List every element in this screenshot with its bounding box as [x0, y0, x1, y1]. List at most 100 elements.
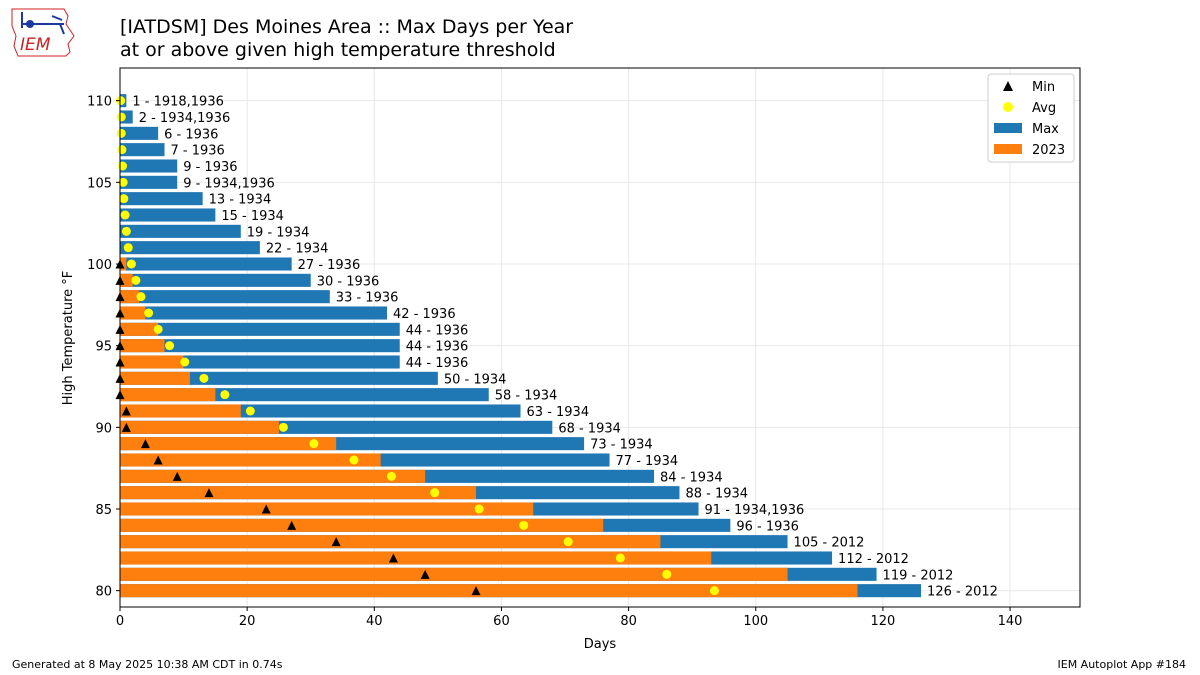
x-axis-label: Days — [584, 637, 617, 652]
avg-marker — [474, 504, 484, 514]
avg-marker — [126, 259, 136, 269]
max-bar — [120, 322, 400, 336]
avg-marker — [309, 439, 319, 449]
avg-marker — [119, 194, 129, 204]
max-value-label: 96 - 1936 — [736, 519, 799, 534]
max-value-label: 44 - 1936 — [406, 323, 469, 338]
legend-avg-swatch — [1003, 102, 1013, 112]
x-tick-label: 140 — [998, 614, 1023, 629]
y-tick-label: 85 — [95, 503, 112, 518]
max-bar — [120, 257, 292, 271]
avg-marker — [131, 275, 141, 285]
year-2023-bar — [120, 322, 159, 336]
x-axis: 0 20 40 60 80 100 120 140 — [116, 607, 1023, 629]
max-value-label: 6 - 1936 — [164, 127, 218, 142]
x-tick-label: 80 — [620, 614, 637, 629]
year-2023-bar — [120, 257, 127, 271]
max-value-label: 19 - 1934 — [247, 225, 310, 240]
max-value-label: 44 - 1936 — [406, 356, 469, 371]
generated-timestamp: Generated at 8 May 2025 10:38 AM CDT in … — [12, 658, 283, 671]
avg-marker — [220, 390, 230, 400]
plot-frame — [119, 67, 1081, 608]
avg-marker — [199, 373, 209, 383]
legend-label: 2023 — [1032, 143, 1065, 158]
max-value-label: 91 - 1934,1936 — [705, 503, 805, 518]
legend-label: Min — [1032, 80, 1055, 95]
x-tick-label: 40 — [366, 614, 383, 629]
max-bar — [120, 159, 178, 173]
max-value-label: 44 - 1936 — [406, 340, 469, 355]
max-bar — [120, 290, 330, 304]
min-marker — [287, 520, 297, 530]
avg-marker — [349, 455, 359, 465]
max-bar — [120, 371, 438, 385]
min-marker — [204, 488, 214, 498]
min-marker — [121, 422, 131, 432]
max-value-label: 7 - 1936 — [171, 144, 225, 159]
avg-marker — [123, 243, 133, 253]
year-2023-bar — [120, 502, 534, 516]
x-tick-label: 0 — [116, 614, 124, 629]
avg-marker — [519, 520, 529, 530]
max-bar — [120, 126, 159, 140]
avg-marker — [180, 357, 190, 367]
max-value-label: 1 - 1918,1936 — [132, 95, 224, 110]
year-2023-bar — [120, 518, 604, 532]
max-value-label: 84 - 1934 — [660, 470, 723, 485]
year-2023-bar — [120, 486, 477, 500]
min-marker — [140, 439, 150, 449]
logo-text: IEM — [20, 35, 51, 55]
x-tick-label: 60 — [493, 614, 510, 629]
avg-marker — [116, 112, 126, 122]
y-tick-label: 80 — [95, 585, 112, 600]
x-tick-label: 20 — [239, 614, 256, 629]
bars — [120, 94, 922, 598]
min-marker — [331, 537, 341, 547]
min-marker — [388, 553, 398, 563]
legend-label: Avg — [1032, 101, 1056, 116]
max-value-label: 88 - 1934 — [685, 487, 748, 502]
legend-min-swatch — [1003, 81, 1013, 91]
avg-marker — [615, 553, 625, 563]
chart-title: [IATDSM] Des Moines Area :: Max Days per… — [120, 16, 574, 38]
max-value-label: 112 - 2012 — [838, 552, 909, 567]
y-tick-label: 100 — [87, 258, 112, 273]
avg-marker — [563, 537, 573, 547]
year-2023-bar — [120, 567, 788, 581]
iowa-outline — [11, 8, 75, 57]
year-2023-bar — [120, 551, 712, 565]
max-value-label: 22 - 1934 — [266, 242, 329, 257]
min-marker — [172, 471, 182, 481]
chart-subtitle: at or above given high temperature thres… — [120, 39, 556, 61]
year-2023-bar — [120, 420, 279, 434]
avg-marker — [144, 308, 154, 318]
max-value-label: 2 - 1934,1936 — [139, 111, 231, 126]
avg-marker — [118, 161, 128, 171]
year-2023-bar — [120, 469, 426, 483]
avg-marker — [116, 96, 126, 106]
max-value-label: 73 - 1934 — [590, 438, 653, 453]
max-value-label: 68 - 1934 — [558, 421, 621, 436]
max-bar — [120, 241, 260, 255]
avg-marker — [136, 292, 146, 302]
legend-year-swatch — [994, 144, 1022, 154]
year-2023-bar — [120, 388, 216, 402]
y-tick-label: 95 — [95, 340, 112, 355]
max-bar — [120, 175, 178, 189]
avg-marker — [278, 422, 288, 432]
avg-marker — [245, 406, 255, 416]
min-marker — [261, 504, 271, 514]
legend-label: Max — [1032, 122, 1059, 137]
max-value-label: 9 - 1934,1936 — [183, 176, 275, 191]
avg-marker — [165, 341, 175, 351]
max-value-label: 30 - 1936 — [317, 274, 380, 289]
avg-marker — [116, 128, 126, 138]
avg-marker — [118, 177, 128, 187]
year-2023-bar — [120, 371, 190, 385]
max-value-label: 50 - 1934 — [444, 372, 507, 387]
max-bar — [120, 306, 388, 320]
avg-marker — [121, 226, 131, 236]
max-value-label: 13 - 1934 — [209, 193, 272, 208]
year-2023-bar — [120, 584, 858, 598]
